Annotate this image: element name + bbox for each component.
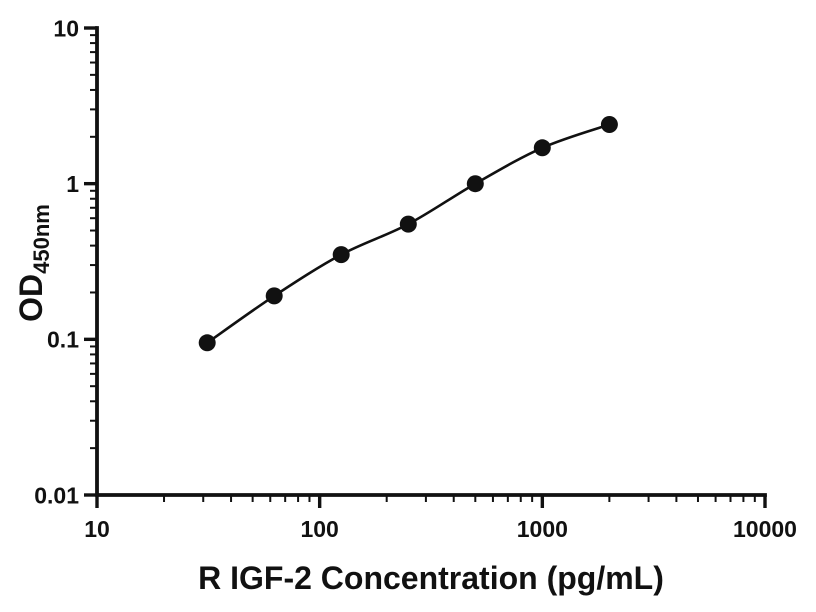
y-axis-title: OD450nm	[13, 204, 54, 322]
fit-curve	[206, 123, 610, 344]
data-point	[533, 139, 551, 157]
y-tick-label: 10	[53, 15, 79, 41]
data-point	[198, 334, 216, 352]
y-tick-label: 0.1	[47, 327, 79, 353]
y-tick-label: 1	[66, 171, 79, 197]
data-point	[399, 215, 417, 233]
x-tick-label: 10000	[733, 516, 797, 542]
y-tick-label: 0.01	[34, 482, 79, 508]
x-tick-label: 10	[84, 516, 110, 542]
x-tick-label: 1000	[517, 516, 568, 542]
data-point	[600, 116, 618, 133]
data-point	[466, 175, 484, 193]
x-tick-label: 100	[300, 516, 338, 542]
data-point	[332, 246, 350, 264]
axes-frame	[95, 26, 767, 497]
data-point	[265, 287, 283, 305]
x-axis-title: R IGF-2 Concentration (pg/mL)	[198, 560, 664, 596]
